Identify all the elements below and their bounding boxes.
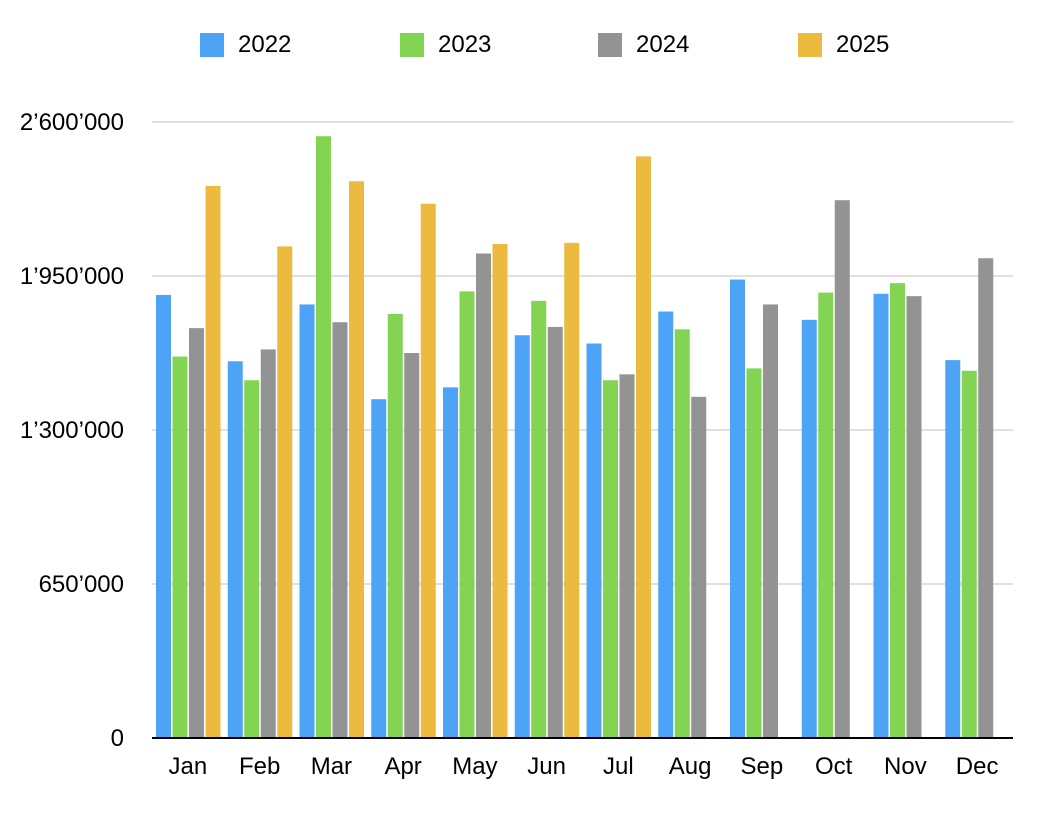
x-tick-label: Mar [311, 753, 352, 780]
bar-2024-jul [619, 374, 635, 738]
x-tick-label: Nov [884, 753, 927, 780]
bar-2025-apr [420, 203, 436, 738]
bar-2022-aug [658, 311, 674, 738]
bar-2022-sep [730, 279, 745, 738]
bar-2023-aug [674, 329, 690, 738]
y-tick-label: 1’950’000 [20, 263, 124, 290]
bar-2023-jun [531, 300, 547, 738]
x-tick-label: May [452, 753, 497, 780]
bar-2024-jun [547, 326, 563, 738]
x-tick-label: Feb [239, 753, 280, 780]
bar-2025-may [492, 244, 508, 738]
bar-2025-feb [277, 246, 293, 738]
legend-item-2023: 2023 [400, 28, 491, 62]
bar-2024-feb [260, 349, 276, 738]
bar-2022-jun [514, 335, 530, 738]
bar-2022-jul [586, 343, 602, 738]
bar-2025-mar [349, 181, 364, 738]
x-tick-label: Jan [169, 753, 208, 780]
bar-2024-may [476, 253, 491, 738]
bar-2022-may [443, 387, 458, 738]
bar-2022-mar [299, 304, 315, 738]
bar-2023-dec [961, 370, 977, 738]
bar-2022-oct [801, 319, 817, 738]
x-tick-label: Oct [815, 753, 853, 780]
bar-2024-apr [404, 353, 420, 738]
y-tick-label: 1’300’000 [20, 417, 124, 444]
bar-2024-sep [763, 304, 778, 738]
bar-2024-nov [906, 296, 922, 738]
legend-label-2024: 2024 [636, 31, 690, 58]
bar-2023-nov [890, 283, 905, 738]
chart-legend: 2022 2023 2024 2025 [0, 28, 1040, 62]
legend-swatch-2022 [200, 33, 224, 57]
bar-2024-aug [691, 396, 707, 738]
bar-2023-jul [603, 380, 618, 738]
legend-item-2022: 2022 [200, 28, 291, 62]
x-tick-label: Jul [603, 753, 634, 780]
bar-2025-jul [636, 156, 651, 738]
bar-2022-jan [156, 294, 171, 738]
legend-label-2025: 2025 [836, 31, 890, 58]
bar-2024-jan [189, 328, 204, 738]
legend-swatch-2025 [798, 33, 822, 57]
x-tick-label: Sep [741, 753, 784, 780]
bar-2023-oct [818, 292, 834, 738]
legend-label-2022: 2022 [238, 31, 292, 58]
y-tick-label: 650’000 [39, 571, 124, 598]
bar-2025-jun [564, 242, 580, 739]
bar-2024-mar [332, 322, 348, 738]
bar-2023-may [459, 291, 475, 738]
x-tick-label: Dec [956, 753, 999, 780]
legend-swatch-2024 [598, 33, 622, 57]
bar-2023-sep [746, 368, 762, 738]
legend-label-2023: 2023 [438, 31, 492, 58]
bar-2023-jan [172, 356, 188, 738]
x-tick-label: Jun [527, 753, 566, 780]
legend-item-2025: 2025 [798, 28, 889, 62]
legend-swatch-2023 [400, 33, 424, 57]
bar-2022-nov [873, 293, 889, 738]
bar-2025-jan [205, 185, 221, 738]
x-tick-label: Apr [384, 753, 421, 780]
bar-2024-dec [978, 258, 994, 738]
bar-2022-dec [945, 360, 961, 738]
bar-2023-apr [387, 313, 403, 738]
x-tick-label: Aug [669, 753, 712, 780]
bar-2022-apr [371, 399, 387, 738]
y-tick-label: 2’600’000 [20, 109, 124, 136]
bar-2022-feb [227, 361, 243, 738]
legend-item-2024: 2024 [598, 28, 689, 62]
bar-2023-feb [244, 380, 260, 738]
bar-2024-oct [834, 200, 850, 738]
y-tick-label: 0 [111, 725, 124, 752]
bar-2023-mar [316, 136, 331, 738]
